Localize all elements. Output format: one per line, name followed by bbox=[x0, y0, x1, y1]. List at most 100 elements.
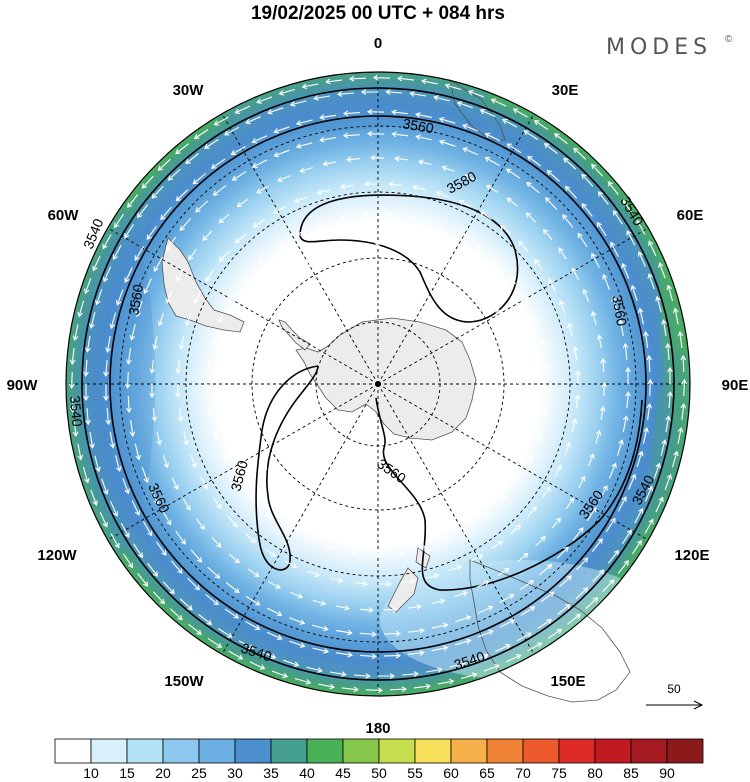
wind-vector-arrow bbox=[69, 395, 76, 414]
wind-vector-arrow bbox=[312, 647, 330, 654]
colorbar-tick-label: 60 bbox=[443, 765, 459, 781]
wind-vector-arrow bbox=[363, 211, 373, 218]
antarctica bbox=[295, 317, 477, 441]
wind-vector-arrow bbox=[187, 578, 200, 591]
contour-label: 3560 bbox=[227, 458, 251, 492]
wind-vector-arrow bbox=[360, 89, 378, 95]
contour-3560-trough bbox=[255, 365, 643, 591]
wind-vector-arrow bbox=[348, 75, 367, 82]
map-border bbox=[65, 71, 691, 697]
wind-vector-arrow bbox=[454, 590, 468, 598]
wind-vector-arrow bbox=[183, 431, 189, 446]
wind-vector-arrow bbox=[607, 181, 619, 195]
wind-vector-arrow bbox=[544, 197, 558, 210]
lon-label-30e: 30E bbox=[552, 82, 579, 99]
wind-vector-arrow bbox=[415, 134, 433, 141]
wind-vector-arrow bbox=[484, 157, 500, 166]
wind-vector-arrow bbox=[486, 184, 499, 193]
wind-vector-arrow bbox=[256, 305, 263, 314]
wind-vector-arrow bbox=[554, 133, 568, 145]
wind-vector-arrow bbox=[602, 579, 615, 593]
wind-vector-arrow bbox=[557, 603, 571, 615]
wind-vector-arrow bbox=[455, 638, 472, 646]
wind-vector-arrow bbox=[151, 407, 158, 422]
wind-vector-arrow bbox=[289, 100, 307, 107]
wind-vector-arrow bbox=[314, 508, 324, 514]
wind-vector-arrow bbox=[179, 217, 192, 231]
wind-vector-arrow bbox=[477, 629, 494, 638]
wind-vector-arrow bbox=[336, 516, 346, 522]
wind-vector-arrow bbox=[348, 549, 358, 556]
wind-vector-arrow bbox=[600, 357, 607, 373]
wind-vector-arrow bbox=[389, 686, 408, 693]
wind-vector-arrow bbox=[667, 366, 673, 384]
wind-vector-arrow bbox=[249, 441, 255, 450]
wind-vector-arrow bbox=[162, 581, 175, 595]
wind-vector-arrow bbox=[667, 391, 673, 409]
wind-vector-arrow bbox=[506, 143, 522, 154]
colorbar-tick-label: 70 bbox=[515, 765, 531, 781]
wind-vector-arrow bbox=[342, 110, 361, 117]
wind-vector-arrow bbox=[312, 599, 327, 606]
wind-vector-arrow bbox=[234, 233, 246, 244]
wind-vector-arrow bbox=[499, 619, 516, 628]
wind-vector-arrow bbox=[266, 607, 283, 617]
wind-vector-arrow bbox=[585, 597, 599, 610]
wind-vector-arrow bbox=[68, 371, 75, 390]
wind-vector-arrow bbox=[182, 498, 191, 511]
wind-vector-arrow bbox=[572, 527, 584, 541]
wind-vector-arrow bbox=[294, 677, 312, 685]
wind-vector-arrow bbox=[637, 307, 644, 325]
wind-vector-arrow bbox=[520, 606, 536, 616]
wind-vector-arrow bbox=[372, 551, 382, 557]
wind-vector-arrow bbox=[556, 546, 569, 559]
wind-vector-arrow bbox=[410, 215, 420, 221]
wind-vector-arrow bbox=[353, 580, 368, 587]
wind-vector-arrow bbox=[101, 478, 109, 495]
wind-vector-arrow bbox=[611, 296, 619, 313]
wind-vector-arrow bbox=[114, 455, 122, 472]
wind-vector-arrow bbox=[207, 637, 223, 648]
wind-vector-arrow bbox=[245, 533, 256, 543]
wind-vector-arrow bbox=[129, 324, 136, 341]
wind-vector-arrow bbox=[120, 522, 130, 538]
wind-vector-arrow bbox=[448, 565, 463, 572]
wind-vector-arrow bbox=[110, 533, 120, 549]
wind-vector-arrow bbox=[306, 666, 323, 673]
wind-vector-arrow bbox=[480, 211, 492, 220]
wind-vector-arrow bbox=[134, 246, 144, 262]
colorbar-tick-label: 10 bbox=[83, 765, 99, 781]
wind-vector-arrow bbox=[293, 196, 308, 203]
wind-vector-arrow bbox=[102, 234, 112, 250]
wind-vector-arrow bbox=[591, 252, 600, 269]
wind-vector-arrow bbox=[207, 566, 221, 579]
colorbar-swatch bbox=[666, 738, 704, 764]
wind-vector-arrow bbox=[559, 299, 566, 314]
wind-vector-arrow bbox=[212, 184, 227, 196]
wind-vector-arrow bbox=[190, 549, 203, 563]
wind-vector-arrow bbox=[607, 549, 619, 564]
wind-vector-arrow bbox=[413, 683, 431, 690]
wind-vector-arrow bbox=[270, 286, 278, 294]
wind-vector-arrow bbox=[205, 384, 211, 394]
wind-vector-arrow bbox=[540, 339, 547, 349]
wind-vector-arrow bbox=[671, 450, 679, 468]
wind-vector-arrow bbox=[544, 363, 551, 373]
colorbar-tick-label: 55 bbox=[407, 765, 423, 781]
wind-vector-arrow bbox=[316, 220, 326, 227]
wind-vector-arrow bbox=[515, 374, 521, 384]
wind-vector-arrow bbox=[407, 603, 422, 610]
colorbar-tick-label: 75 bbox=[551, 765, 567, 781]
wind-vector-arrow bbox=[608, 462, 617, 479]
wind-vector-arrow bbox=[470, 554, 484, 562]
wind-vector-arrow bbox=[301, 83, 319, 90]
wind-vector-arrow bbox=[602, 273, 611, 290]
antarctic-peninsula bbox=[278, 319, 311, 351]
wind-vector-arrow bbox=[467, 89, 485, 98]
wind-vector-arrow bbox=[306, 570, 321, 577]
wind-vector-arrow bbox=[149, 359, 156, 374]
wind-vector-arrow bbox=[543, 228, 553, 241]
wind-vector-arrow bbox=[156, 431, 162, 446]
contour-3540-ring bbox=[81, 87, 675, 681]
colorbar-swatch bbox=[306, 738, 344, 764]
